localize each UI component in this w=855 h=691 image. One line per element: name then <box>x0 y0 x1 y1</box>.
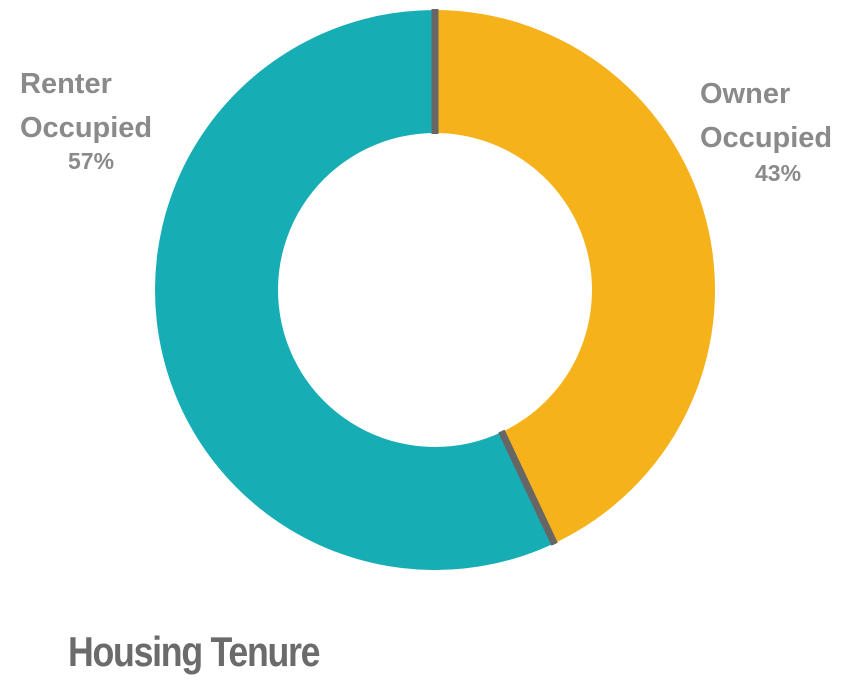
donut-slice <box>435 10 715 544</box>
slice-label: Owner Occupied <box>700 78 833 154</box>
value-label: 43% <box>755 160 802 186</box>
donut-slice <box>155 10 555 570</box>
value-label: 57% <box>68 148 115 174</box>
chart-title: Housing Tenure <box>68 628 321 675</box>
slice-label: Renter Occupied <box>20 68 153 144</box>
slice-separator <box>498 429 558 546</box>
